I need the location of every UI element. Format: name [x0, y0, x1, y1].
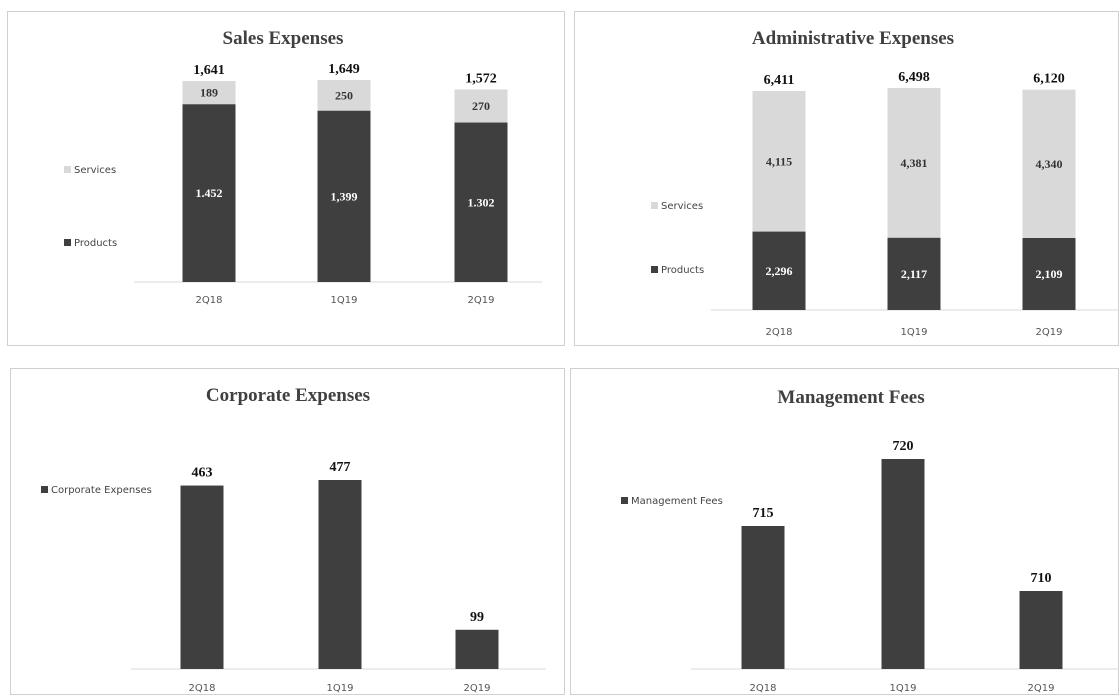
data-label-services-1q19: 4,381	[901, 156, 928, 170]
chart-title: Corporate Expenses	[206, 385, 370, 406]
data-label-services-2q18: 4,115	[766, 154, 792, 168]
bar-corporate-expenses-2q18	[180, 485, 224, 669]
data-label-products-2q19: 2,109	[1036, 267, 1063, 281]
management-fees-panel: Management Fees Management Fees 715 2Q18 7…	[570, 368, 1119, 695]
bar-services-2q18	[752, 90, 806, 232]
total-label-1q19: 6,498	[898, 70, 930, 85]
bar-services-1q19	[887, 88, 941, 238]
x-tick-label-2q19: 2Q19	[468, 295, 495, 306]
x-tick-label-2q18: 2Q18	[750, 683, 777, 694]
data-label-products-2q18: 2,296	[766, 264, 793, 278]
bar-services-2q19	[1022, 89, 1076, 238]
bar-products-1q19	[887, 237, 941, 310]
legend: Services Products	[651, 201, 704, 276]
data-label-2q18: 715	[753, 506, 774, 521]
data-label-2q18: 463	[192, 466, 213, 481]
legend-swatch-services	[64, 166, 71, 173]
x-tick-label-2q19: 2Q19	[1028, 683, 1055, 694]
legend-label-services: Services	[661, 201, 703, 212]
bar-products-2q19	[454, 122, 508, 282]
bar-products-2q18	[752, 231, 806, 310]
x-tick-label-1q19: 1Q19	[890, 683, 917, 694]
legend-swatch-products	[651, 266, 658, 273]
bar-services-1q19	[317, 80, 371, 111]
bar-corporate-expenses-2q19	[455, 629, 499, 669]
bar-services-2q18	[182, 81, 236, 105]
sales-expenses-panel: Sales Expenses Services Products 1.452 18…	[7, 11, 565, 346]
total-label-2q19: 6,120	[1033, 72, 1065, 87]
legend: Management Fees	[621, 496, 723, 507]
data-label-services-2q18: 189	[200, 86, 218, 100]
x-tick-label-2q18: 2Q18	[196, 295, 223, 306]
legend-swatch-management-fees	[621, 497, 628, 504]
bar-management-fees-1q19	[881, 459, 925, 669]
management-fees-chart: Management Fees Management Fees 715 2Q18 7…	[621, 387, 1119, 694]
total-label-2q18: 6,411	[764, 73, 795, 88]
legend-swatch-services	[651, 202, 658, 209]
data-label-services-2q19: 270	[472, 99, 490, 113]
legend: Corporate Expenses	[41, 485, 152, 496]
data-label-products-1q19: 2,117	[901, 267, 927, 281]
data-label-products-1q19: 1,399	[331, 189, 358, 203]
x-tick-label-1q19: 1Q19	[327, 683, 354, 694]
bar-products-1q19	[317, 110, 371, 282]
legend-label-products: Products	[661, 265, 704, 276]
bar-management-fees-2q19	[1019, 591, 1063, 669]
data-label-services-2q19: 4,340	[1036, 157, 1063, 171]
x-tick-label-2q19: 2Q19	[1036, 327, 1063, 338]
total-label-2q18: 1,641	[193, 63, 225, 78]
data-label-2q19: 710	[1031, 571, 1052, 586]
corporate-expenses-chart: Corporate Expenses Corporate Expenses 46…	[41, 385, 546, 694]
total-label-2q19: 1,572	[465, 71, 497, 86]
legend-swatch-corporate-expenses	[41, 486, 48, 493]
bar-products-2q18	[182, 104, 236, 283]
legend-label-management-fees: Management Fees	[631, 496, 723, 507]
data-label-1q19: 720	[893, 439, 914, 454]
legend-label-services: Services	[74, 165, 116, 176]
administrative-expenses-panel: Administrative Expenses Services Product…	[574, 11, 1119, 346]
legend: Services Products	[64, 165, 117, 249]
x-tick-label-1q19: 1Q19	[331, 295, 358, 306]
bar-services-2q19	[454, 89, 508, 123]
x-tick-label-1q19: 1Q19	[901, 327, 928, 338]
sales-expenses-chart: Sales Expenses Services Products 1.452 18…	[64, 28, 542, 306]
chart-title: Sales Expenses	[223, 28, 344, 49]
x-tick-label-2q19: 2Q19	[464, 683, 491, 694]
legend-label-products: Products	[74, 238, 117, 249]
data-label-2q19: 99	[470, 610, 484, 625]
data-label-products-2q18: 1.452	[196, 186, 223, 200]
x-tick-label-2q18: 2Q18	[766, 327, 793, 338]
bar-corporate-expenses-1q19	[318, 480, 362, 669]
data-label-products-2q19: 1.302	[468, 195, 495, 209]
legend-swatch-products	[64, 239, 71, 246]
legend-label-corporate-expenses: Corporate Expenses	[51, 485, 152, 496]
x-tick-label-2q18: 2Q18	[189, 683, 216, 694]
total-label-1q19: 1,649	[328, 62, 360, 77]
bar-products-2q19	[1022, 237, 1076, 310]
chart-title: Administrative Expenses	[752, 28, 954, 49]
administrative-expenses-chart: Administrative Expenses Services Product…	[651, 28, 1119, 338]
corporate-expenses-panel: Corporate Expenses Corporate Expenses 46…	[10, 368, 565, 695]
bar-management-fees-2q18	[741, 526, 785, 669]
chart-title: Management Fees	[777, 387, 924, 408]
data-label-services-1q19: 250	[335, 88, 353, 102]
data-label-1q19: 477	[330, 460, 351, 475]
